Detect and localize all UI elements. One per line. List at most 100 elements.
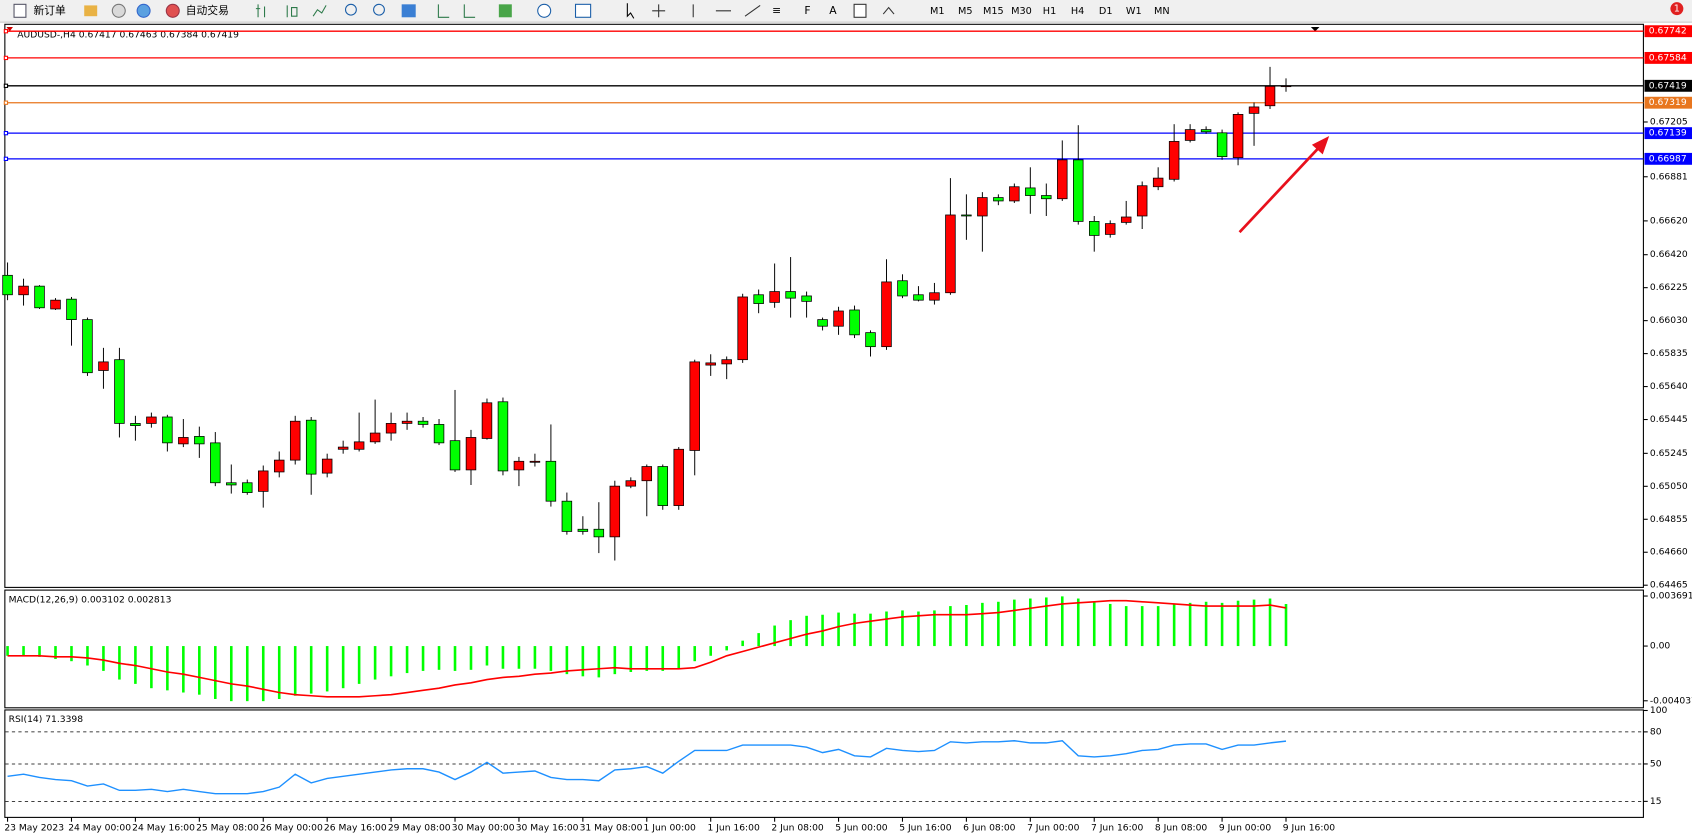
chart-shift-marker <box>1310 27 1320 32</box>
auto-trading-label: 自动交易 <box>186 4 229 17</box>
timeframe-button[interactable]: M30 <box>1011 6 1032 17</box>
candle-body <box>1216 132 1228 158</box>
candle-body <box>1057 159 1068 200</box>
macd-bar <box>1268 598 1272 647</box>
macd-bar <box>1188 602 1192 647</box>
macd-bar <box>965 605 968 647</box>
periods-icon[interactable] <box>537 3 552 18</box>
macd-bar <box>6 646 9 656</box>
timeframe-button[interactable]: H1 <box>1043 6 1056 17</box>
notification-badge[interactable] <box>1670 2 1684 16</box>
last-low: 0.67384 <box>160 29 198 40</box>
candle-body <box>1280 85 1292 88</box>
templates-icon[interactable] <box>574 3 592 18</box>
zoom-out-icon[interactable] <box>373 3 385 16</box>
arrows-tool[interactable] <box>882 6 895 15</box>
timeframe-button[interactable]: MN <box>1154 6 1170 17</box>
y-tick-label: 0.65245 <box>1650 448 1688 459</box>
macd-bar <box>453 646 457 671</box>
toolbar-icon[interactable] <box>84 5 98 17</box>
candle-body <box>817 319 828 327</box>
timeframe-button[interactable]: M15 <box>983 6 1004 17</box>
scroll-icons[interactable] <box>437 4 476 18</box>
price-level-tag <box>1644 96 1692 109</box>
cursor-icon[interactable] <box>626 3 635 19</box>
macd-bar <box>469 646 473 670</box>
macd-bar <box>853 613 856 647</box>
x-tick-label: 30 May 00:00 <box>452 823 515 834</box>
price-level-tag <box>1644 152 1692 165</box>
macd-bar <box>437 646 441 670</box>
drawing-tools[interactable] <box>652 4 761 18</box>
y-tick-label: -0.004037 <box>1650 695 1692 706</box>
candle-body <box>865 332 876 348</box>
toolbar-icon[interactable] <box>111 3 126 18</box>
y-tick-label: 15 <box>1650 796 1662 807</box>
fibo-icon[interactable]: ≡ <box>772 4 781 17</box>
candle-body <box>465 437 477 471</box>
timeframe-button[interactable]: H4 <box>1071 6 1084 17</box>
main-panel <box>4 23 1644 588</box>
candle-body <box>194 436 205 445</box>
timeframes: M1 M5 M15 M30 H1 H4 D1 W1 MN <box>930 6 1170 17</box>
auto-trading-button[interactable]: 自动交易 <box>165 3 229 18</box>
timeframe-button[interactable]: M5 <box>958 6 973 17</box>
macd-title: MACD(12,26,9) <box>9 594 79 605</box>
plot-layer: 0.67205 0.66881 0.66620 0.66420 0.66225 0.660… <box>2 25 1692 834</box>
x-tick-label: 8 Jun 08:00 <box>1155 823 1208 834</box>
text-tool[interactable]: A <box>829 4 837 17</box>
timeframe-button[interactable]: W1 <box>1126 6 1142 17</box>
candle-body <box>1168 141 1180 180</box>
chart-tools[interactable] <box>255 4 327 18</box>
x-tick-label: 7 Jun 16:00 <box>1091 823 1144 834</box>
candle-body <box>226 482 237 486</box>
macd-bar <box>805 615 808 647</box>
macd-bar <box>309 646 313 694</box>
macd-bar <box>150 646 153 689</box>
candle-body <box>353 441 365 450</box>
macd-bar <box>1140 606 1144 647</box>
line-icon <box>312 5 327 17</box>
gann-icon[interactable]: F <box>804 4 810 17</box>
timeframe-button[interactable]: D1 <box>1099 6 1113 17</box>
x-tick-label: 29 May 08:00 <box>388 823 451 834</box>
zoom-in-icon[interactable] <box>344 3 357 16</box>
last-close: 0.67419 <box>201 29 239 40</box>
candle-body <box>577 528 589 532</box>
candle-body <box>178 437 189 445</box>
label-tool[interactable] <box>853 3 867 18</box>
candle-body <box>337 446 349 450</box>
toolbar-icon[interactable] <box>136 3 151 18</box>
bar-chart-icon <box>255 4 266 18</box>
macd-bar <box>341 646 345 689</box>
candle-body <box>737 296 748 361</box>
macd-bar <box>597 646 601 678</box>
indicators-icon[interactable] <box>498 4 512 18</box>
macd-bar <box>741 640 744 647</box>
macd-bar <box>245 646 249 702</box>
y-tick-label: 0.66420 <box>1650 249 1688 260</box>
candle-body <box>82 319 93 374</box>
macd-bar <box>933 610 936 647</box>
macd-bar <box>38 646 41 657</box>
candle-body <box>289 420 301 461</box>
y-tick-label: 0.65050 <box>1650 481 1688 492</box>
tile-icon[interactable] <box>401 4 416 18</box>
candle-body <box>385 423 397 434</box>
auto-trading-icon <box>165 3 180 18</box>
candle-body <box>705 362 716 366</box>
y-tick-label: 0.65835 <box>1650 348 1688 359</box>
macd-bar <box>613 646 617 675</box>
macd-bar <box>1092 601 1096 647</box>
new-order-button[interactable]: 新订单 <box>13 3 66 18</box>
new-order-label: 新订单 <box>33 4 66 17</box>
x-tick-label: 5 Jun 16:00 <box>899 823 952 834</box>
candle-body <box>881 281 892 348</box>
timeframe-button[interactable]: M1 <box>930 6 945 17</box>
macd-last: 0.003102 <box>81 594 125 605</box>
candle-body <box>481 402 493 439</box>
macd-bar <box>1029 598 1032 647</box>
candle-body <box>769 291 780 303</box>
candle-body <box>961 214 972 217</box>
